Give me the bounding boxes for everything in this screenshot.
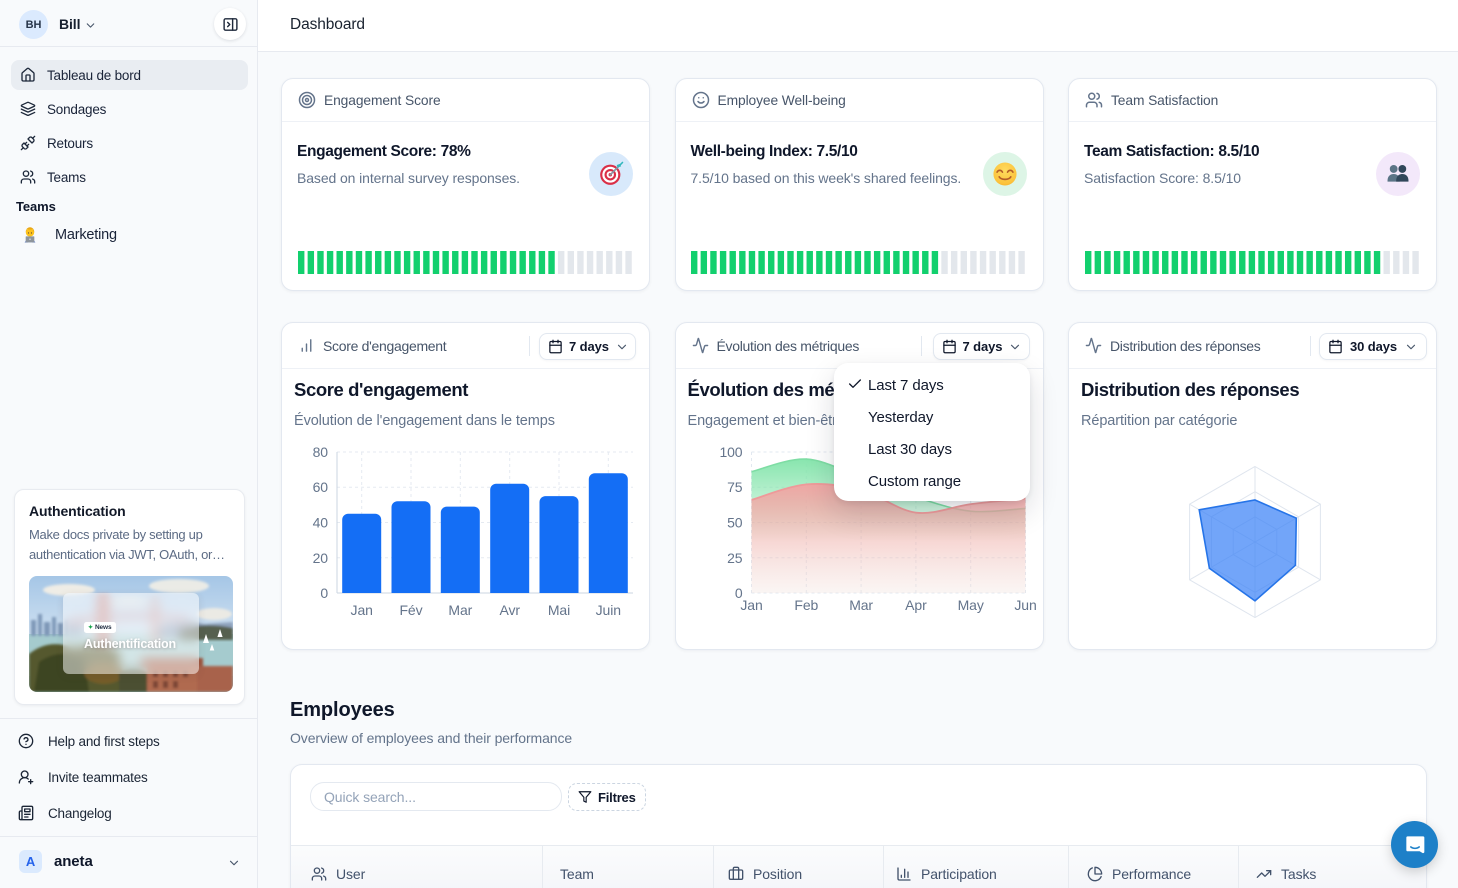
svg-text:60: 60 xyxy=(313,479,329,495)
svg-text:40: 40 xyxy=(313,515,329,531)
svg-text:Mar: Mar xyxy=(849,597,873,613)
svg-text:0: 0 xyxy=(320,585,328,601)
svg-text:Feb: Feb xyxy=(794,597,818,613)
svg-text:0: 0 xyxy=(734,585,742,601)
svg-text:Juin: Juin xyxy=(596,602,621,618)
svg-text:Fév: Fév xyxy=(399,602,422,618)
svg-text:May: May xyxy=(957,597,983,613)
svg-text:Avr: Avr xyxy=(499,602,520,618)
svg-text:Mar: Mar xyxy=(448,602,472,618)
svg-text:100: 100 xyxy=(719,444,742,460)
svg-text:Jan: Jan xyxy=(740,597,762,613)
svg-text:Apr: Apr xyxy=(905,597,927,613)
svg-text:Mai: Mai xyxy=(548,602,570,618)
svg-text:50: 50 xyxy=(727,515,743,531)
svg-text:20: 20 xyxy=(313,550,329,566)
svg-text:25: 25 xyxy=(727,550,743,566)
svg-text:Jun: Jun xyxy=(1014,597,1036,613)
svg-text:75: 75 xyxy=(727,479,743,495)
svg-text:80: 80 xyxy=(313,444,329,460)
svg-text:Jan: Jan xyxy=(351,602,373,618)
